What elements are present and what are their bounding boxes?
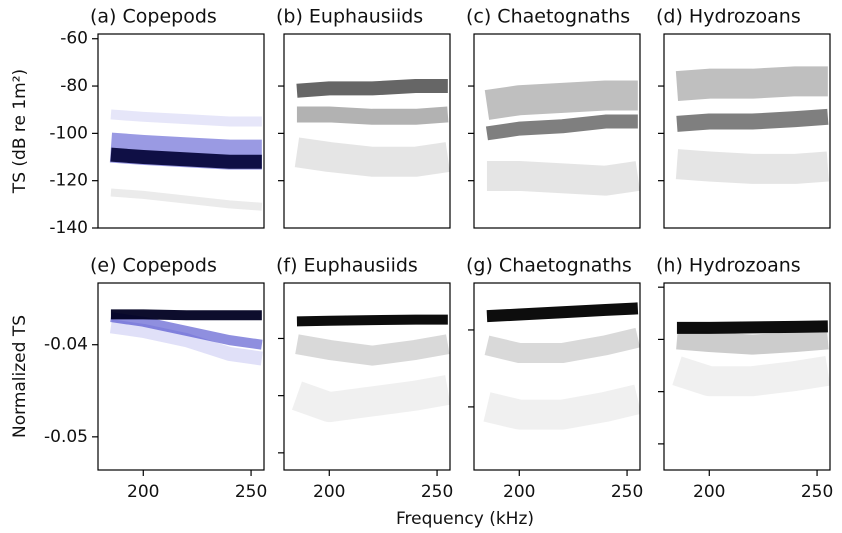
panel-title: (c) Chaetognaths — [466, 6, 630, 28]
panel-frame — [663, 33, 831, 229]
spectrum-band — [110, 109, 262, 127]
x-tick-label: 250 — [235, 482, 267, 502]
spectrum-band — [485, 114, 638, 141]
spectrum-band — [294, 137, 450, 177]
panel-title: (f) Euphausiids — [276, 255, 418, 277]
x-tick-label: 250 — [611, 482, 643, 502]
plot-area — [294, 79, 450, 177]
panel-title: (d) Hydrozoans — [656, 6, 801, 28]
spectrum-band — [110, 188, 263, 211]
panel-title: (g) Chaetognaths — [466, 255, 632, 277]
plot-area — [483, 302, 640, 430]
x-axis-label: Frequency (kHz) — [396, 509, 534, 529]
spectrum-band — [295, 334, 450, 366]
plot-area — [484, 80, 640, 196]
y-tick-label: -0.04 — [44, 335, 88, 355]
plot-area — [291, 314, 450, 423]
plot-area — [675, 66, 829, 184]
x-tick-label: 250 — [421, 482, 453, 502]
plot-area — [672, 320, 830, 397]
spectrum-band — [483, 384, 640, 430]
spectrum-band — [675, 66, 828, 102]
panel-frame — [283, 282, 451, 471]
panel-frame — [97, 33, 265, 229]
spectrum-band — [675, 149, 829, 184]
spectrum-band — [484, 80, 638, 120]
spectrum-band — [110, 147, 262, 169]
y-tick-label: -100 — [49, 123, 88, 143]
y-axis-label: Normalized TS — [10, 315, 30, 438]
panel-frame — [97, 282, 265, 471]
y-axis-label: TS (dB re 1m²) — [10, 69, 30, 194]
spectrum-band — [484, 327, 640, 364]
x-tick-label: 200 — [693, 482, 725, 502]
spectrum-band — [676, 108, 829, 132]
panel-title: (a) Copepods — [90, 6, 217, 28]
x-tick-label: 200 — [503, 482, 535, 502]
spectrum-band — [291, 375, 450, 423]
spectrum-band — [672, 355, 830, 397]
spectrum-band — [486, 160, 640, 196]
y-tick-label: -60 — [60, 29, 88, 49]
y-tick-label: -140 — [49, 218, 88, 238]
x-tick-label: 250 — [801, 482, 833, 502]
x-tick-label: 200 — [127, 482, 159, 502]
panel-title: (b) Euphausiids — [276, 6, 423, 28]
spectrum-band — [486, 302, 639, 323]
plot-area — [109, 109, 263, 211]
panel-frame — [473, 282, 641, 471]
spectrum-band — [676, 320, 828, 334]
panel-title: (e) Copepods — [90, 255, 217, 277]
spectrum-band — [296, 79, 448, 98]
y-tick-label: -120 — [49, 171, 88, 191]
panel-frame — [663, 282, 831, 471]
spectrum-band — [110, 312, 263, 350]
spectrum-band — [296, 314, 448, 327]
y-tick-label: -80 — [60, 76, 88, 96]
plot-area — [109, 309, 263, 366]
spectrum-band — [296, 106, 449, 125]
x-tick-label: 200 — [313, 482, 345, 502]
panel-frame — [473, 33, 641, 229]
spectrum-band — [109, 132, 262, 170]
spectrum-band — [110, 309, 262, 321]
panel-frame — [283, 33, 451, 229]
spectrum-band — [676, 329, 829, 355]
panel-title: (h) Hydrozoans — [656, 255, 801, 277]
spectrum-band — [109, 319, 263, 366]
y-tick-label: -0.05 — [44, 427, 88, 447]
